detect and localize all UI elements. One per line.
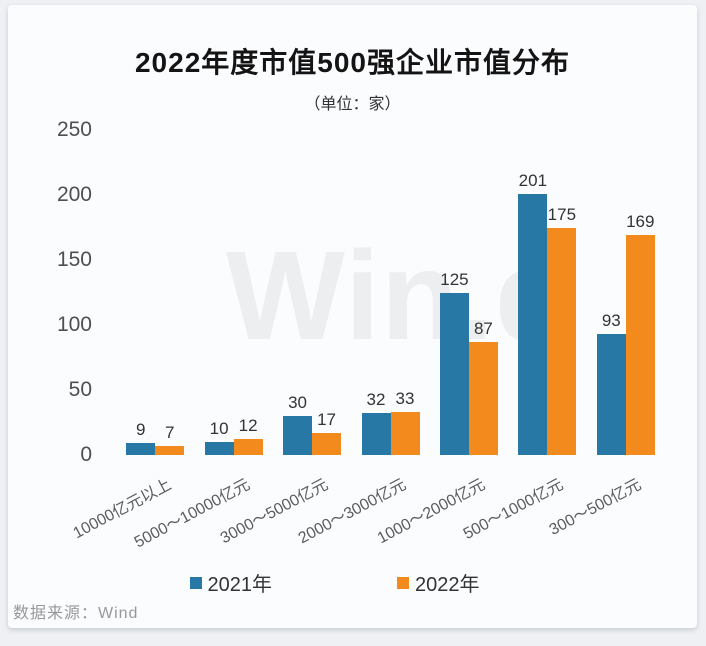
y-tick-0: 0 — [80, 443, 92, 466]
bar-value-2022年-5000～10000亿元: 12 — [238, 416, 258, 436]
bar-2022年-10000亿元以上 — [155, 445, 185, 455]
legend-item-2021: 2021年 — [189, 568, 273, 597]
bar-value-2021年-10000亿元以上: 9 — [135, 420, 146, 440]
chart-title: 2022年度市值500强企业市值分布 — [134, 47, 570, 78]
y-tick-100: 100 — [56, 313, 92, 336]
bar-value-2021年-1000～2000亿元: 125 — [440, 269, 469, 289]
bar-2022年-1000～2000亿元 — [468, 341, 498, 455]
bar-value-2022年-3000～5000亿元: 17 — [317, 409, 337, 429]
bar-value-2021年-500～1000亿元: 201 — [518, 170, 548, 190]
bar-2022年-3000～5000亿元 — [312, 432, 342, 455]
data-source: 数据来源：Wind — [13, 605, 139, 622]
bar-2021年-5000～10000亿元 — [204, 442, 234, 455]
bar-value-2022年-2000～3000亿元: 33 — [395, 389, 415, 409]
legend-label-2021: 2021年 — [207, 574, 273, 596]
bar-value-2021年-300～500亿元: 93 — [601, 311, 621, 331]
bar-2021年-1000～2000亿元 — [439, 292, 469, 455]
y-tick-50: 50 — [68, 378, 92, 401]
bar-value-2021年-2000～3000亿元: 32 — [366, 390, 386, 410]
bar-2021年-2000～3000亿元 — [361, 413, 391, 455]
legend: 2021年 2022年 — [0, 568, 679, 597]
chart-subtitle: （单位：家） — [304, 96, 401, 113]
bar-2022年-500～1000亿元 — [547, 227, 577, 455]
bar-value-2022年-300～500亿元: 169 — [626, 212, 655, 232]
legend-swatch-2021 — [189, 576, 202, 589]
bar-2021年-10000亿元以上 — [126, 443, 156, 455]
bar-2021年-3000～5000亿元 — [283, 416, 313, 455]
bar-2022年-300～500亿元 — [625, 235, 655, 455]
legend-item-2022: 2022年 — [397, 568, 480, 597]
wind-watermark: Win.d — [226, 225, 573, 366]
y-tick-150: 150 — [56, 248, 92, 271]
y-tick-200: 200 — [56, 183, 92, 206]
legend-swatch-2022 — [397, 576, 409, 589]
bar-value-2022年-10000亿元以上: 7 — [164, 422, 175, 442]
chart-card: 2022年度市值500强企业市值分布 （单位：家） Win.d 0 50 100 15… — [8, 5, 697, 628]
bar-2022年-2000～3000亿元 — [390, 412, 420, 455]
bar-value-2022年-500～1000亿元: 175 — [547, 204, 577, 224]
bar-2021年-300～500亿元 — [596, 334, 626, 455]
bar-value-2021年-3000～5000亿元: 30 — [288, 393, 308, 412]
bar-value-2021年-5000～10000亿元: 10 — [209, 419, 229, 438]
bar-value-2022年-1000～2000亿元: 87 — [473, 318, 493, 338]
bar-2022年-5000～10000亿元 — [233, 439, 263, 455]
y-tick-250: 250 — [56, 118, 92, 141]
bar-2021年-500～1000亿元 — [518, 193, 548, 455]
legend-label-2022: 2022年 — [415, 574, 480, 596]
